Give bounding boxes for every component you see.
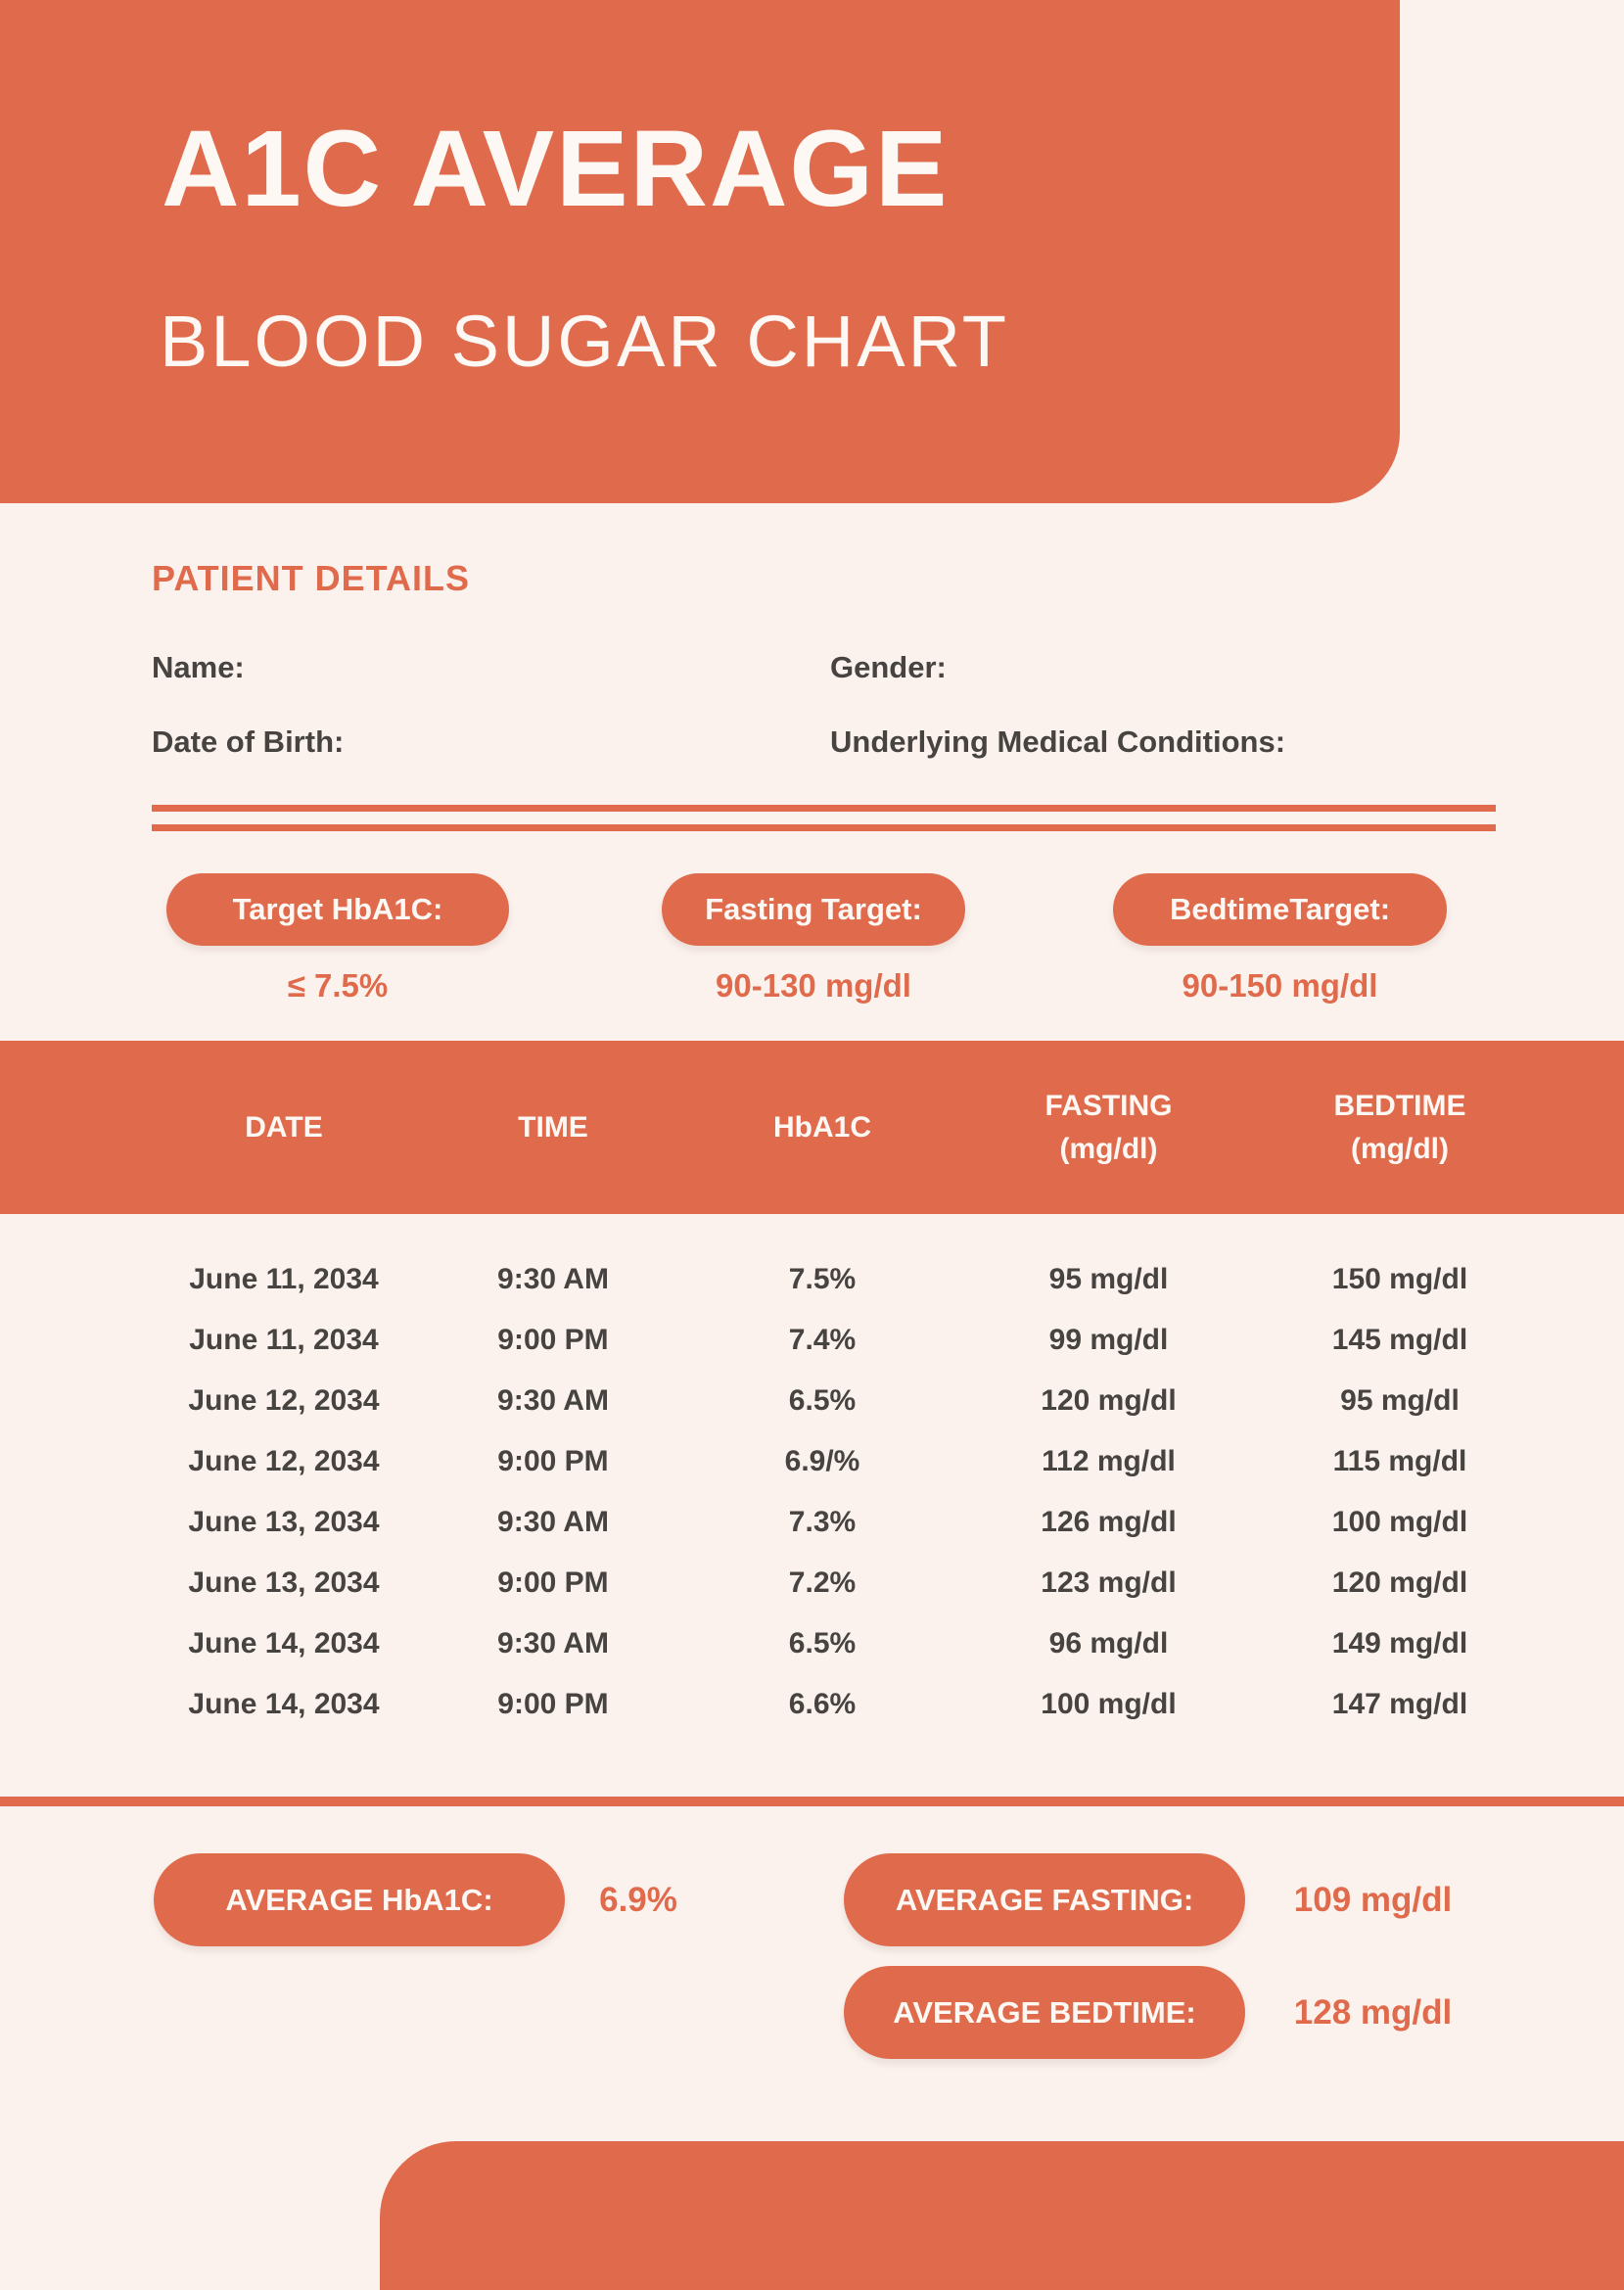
cell-date: June 14, 2034 <box>188 1627 380 1659</box>
cell-hba1c: 7.5% <box>788 1263 857 1295</box>
divider-line-bottom <box>152 824 1496 831</box>
column-header-bedtime-text: BEDTIME <box>1333 1089 1466 1122</box>
column-header-time-text: TIME <box>518 1110 588 1144</box>
bedtime-target-label: BedtimeTarget: <box>1169 892 1391 926</box>
cell-fasting: 112 mg/dl <box>1042 1445 1176 1477</box>
cell-bedtime: 150 mg/dl <box>1331 1263 1468 1295</box>
cell-date: June 11, 2034 <box>189 1263 379 1295</box>
column-header-time: TIME <box>518 1106 588 1149</box>
bedtime-target-value: 90-150 mg/dl <box>1182 967 1378 1004</box>
cell-bedtime: 95 mg/dl <box>1340 1384 1460 1417</box>
average-bedtime-pill: AVERAGE BEDTIME: <box>844 1966 1245 2059</box>
cell-fasting: 120 mg/dl <box>1041 1384 1177 1417</box>
table-body: June 11, 2034 9:30 AM 7.5% 95 mg/dl 150 … <box>0 1249 1624 1735</box>
cell-date: June 11, 2034 <box>189 1324 379 1356</box>
medical-conditions-label: Underlying Medical Conditions: <box>830 724 1286 759</box>
average-bedtime-value: 128 mg/dl <box>1293 1992 1453 2032</box>
cell-hba1c: 7.4% <box>788 1324 857 1356</box>
cell-time: 9:00 PM <box>497 1688 609 1720</box>
cell-bedtime: 120 mg/dl <box>1331 1566 1468 1599</box>
footer-bar <box>380 2141 1624 2290</box>
cell-fasting: 123 mg/dl <box>1041 1566 1177 1599</box>
table-row: June 14, 2034 9:00 PM 6.6% 100 mg/dl 147… <box>0 1674 1624 1735</box>
cell-fasting: 96 mg/dl <box>1048 1627 1169 1659</box>
table-row: June 13, 2034 9:30 AM 7.3% 126 mg/dl 100… <box>0 1492 1624 1553</box>
column-header-hba1c-text: HbA1C <box>772 1110 871 1144</box>
table-row: June 11, 2034 9:00 PM 7.4% 99 mg/dl 145 … <box>0 1310 1624 1371</box>
cell-time: 9:30 AM <box>497 1506 609 1538</box>
table-row: June 14, 2034 9:30 AM 6.5% 96 mg/dl 149 … <box>0 1613 1624 1674</box>
averages-divider-bar <box>0 1797 1624 1806</box>
cell-hba1c: 7.2% <box>788 1566 857 1599</box>
name-label: Name: <box>152 650 245 684</box>
cell-time: 9:00 PM <box>497 1445 609 1477</box>
patient-details-heading: PATIENT DETAILS <box>152 558 470 598</box>
cell-time: 9:30 AM <box>497 1384 609 1417</box>
target-hba1c-value: ≤ 7.5% <box>287 967 389 1004</box>
table-row: June 12, 2034 9:30 AM 6.5% 120 mg/dl 95 … <box>0 1371 1624 1431</box>
average-hba1c-value: 6.9% <box>599 1880 677 1919</box>
cell-date: June 12, 2034 <box>188 1445 380 1477</box>
column-header-hba1c: HbA1C <box>773 1106 871 1149</box>
cell-time: 9:30 AM <box>497 1627 609 1659</box>
column-header-date: DATE <box>245 1106 322 1149</box>
column-header-date-text: DATE <box>245 1110 323 1144</box>
average-bedtime-label: AVERAGE BEDTIME: <box>893 1994 1196 2030</box>
fasting-target-value: 90-130 mg/dl <box>716 967 911 1004</box>
cell-hba1c: 6.5% <box>788 1627 857 1659</box>
column-header-fasting-text: FASTING <box>1044 1089 1173 1122</box>
column-header-bedtime: BEDTIME (mg/dl) <box>1334 1085 1466 1171</box>
cell-fasting: 95 mg/dl <box>1048 1263 1169 1295</box>
divider-line-top <box>152 805 1496 812</box>
cell-date: June 13, 2034 <box>188 1566 380 1599</box>
page-title: A1C AVERAGE <box>162 109 950 229</box>
cell-time: 9:00 PM <box>497 1566 609 1599</box>
page-subtitle: BLOOD SUGAR CHART <box>160 301 1009 382</box>
cell-hba1c: 6.6% <box>788 1688 857 1720</box>
cell-fasting: 100 mg/dl <box>1041 1688 1177 1720</box>
average-fasting-pill: AVERAGE FASTING: <box>844 1853 1245 1946</box>
cell-bedtime: 147 mg/dl <box>1331 1688 1468 1720</box>
table-header-row: DATE TIME HbA1C FASTING (mg/dl) BEDTIME … <box>0 1041 1624 1214</box>
bedtime-target-pill: BedtimeTarget: <box>1113 873 1447 946</box>
average-fasting-value: 109 mg/dl <box>1293 1880 1453 1919</box>
target-hba1c-label: Target HbA1C: <box>232 892 443 926</box>
cell-bedtime: 145 mg/dl <box>1331 1324 1468 1356</box>
gender-label: Gender: <box>830 650 947 684</box>
cell-fasting: 126 mg/dl <box>1041 1506 1177 1538</box>
fasting-target-label: Fasting Target: <box>705 892 922 926</box>
fasting-target-pill: Fasting Target: <box>662 873 965 946</box>
table-row: June 11, 2034 9:30 AM 7.5% 95 mg/dl 150 … <box>0 1249 1624 1310</box>
date-of-birth-label: Date of Birth: <box>152 724 345 759</box>
cell-bedtime: 115 mg/dl <box>1332 1445 1467 1477</box>
column-header-fasting-unit: (mg/dl) <box>1059 1132 1158 1165</box>
table-row: June 13, 2034 9:00 PM 7.2% 123 mg/dl 120… <box>0 1553 1624 1613</box>
average-fasting-label: AVERAGE FASTING: <box>895 1882 1194 1917</box>
cell-hba1c: 6.5% <box>788 1384 857 1417</box>
cell-date: June 12, 2034 <box>188 1384 380 1417</box>
average-hba1c-pill: AVERAGE HbA1C: <box>154 1853 565 1946</box>
cell-time: 9:30 AM <box>497 1263 609 1295</box>
cell-hba1c: 6.9/% <box>784 1445 860 1477</box>
cell-date: June 14, 2034 <box>188 1688 380 1720</box>
target-hba1c-pill: Target HbA1C: <box>166 873 509 946</box>
cell-bedtime: 149 mg/dl <box>1331 1627 1468 1659</box>
table-row: June 12, 2034 9:00 PM 6.9/% 112 mg/dl 11… <box>0 1431 1624 1492</box>
header-banner: A1C AVERAGE BLOOD SUGAR CHART <box>0 0 1400 503</box>
cell-hba1c: 7.3% <box>788 1506 857 1538</box>
cell-bedtime: 100 mg/dl <box>1331 1506 1468 1538</box>
cell-fasting: 99 mg/dl <box>1048 1324 1169 1356</box>
column-header-fasting: FASTING (mg/dl) <box>1044 1085 1172 1171</box>
cell-date: June 13, 2034 <box>188 1506 380 1538</box>
column-header-bedtime-unit: (mg/dl) <box>1351 1132 1449 1165</box>
cell-time: 9:00 PM <box>497 1324 609 1356</box>
average-hba1c-label: AVERAGE HbA1C: <box>225 1882 493 1917</box>
